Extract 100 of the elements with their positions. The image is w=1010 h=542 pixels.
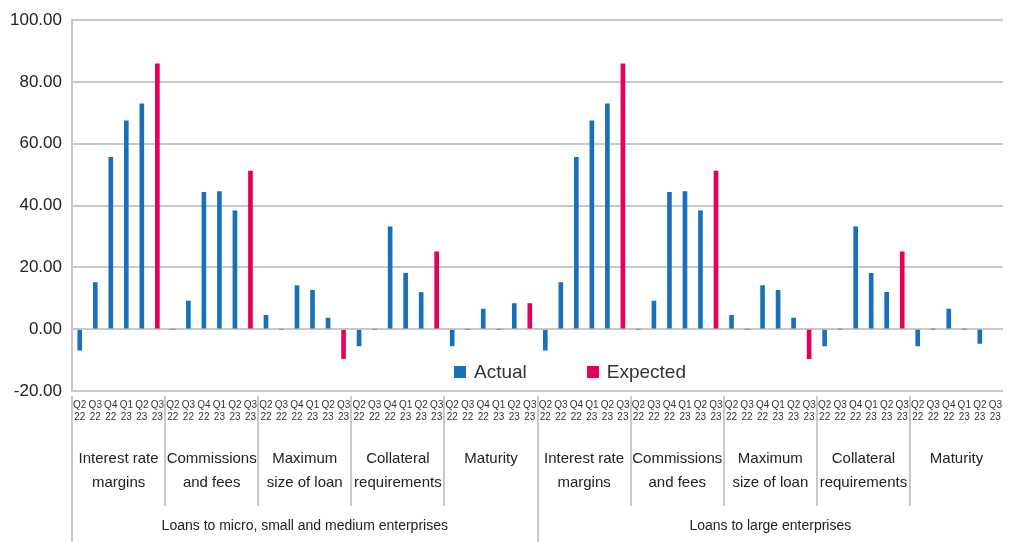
x-tick-label: Q2 23 — [228, 398, 243, 422]
x-tick-label: Q3 22 — [367, 398, 382, 422]
x-tick-label: Q2 22 — [911, 398, 925, 422]
y-tick-label: -20.00 — [13, 380, 62, 400]
x-tick-label: Q2 22 — [166, 398, 180, 422]
x-tick-label: Q2 23 — [880, 398, 894, 422]
bar — [108, 157, 114, 329]
bar — [698, 210, 703, 329]
bar — [605, 103, 610, 329]
x-tick-label: Q2 23 — [507, 398, 522, 422]
bar — [946, 308, 952, 329]
bar — [542, 329, 548, 351]
x-tick-label: Q2 22 — [538, 398, 553, 422]
bar — [868, 272, 874, 329]
x-tick-label: Q3 22 — [461, 398, 475, 422]
text: Maturity — [464, 448, 519, 466]
x-tick-label: Q1 23 — [957, 398, 972, 422]
bar — [248, 170, 253, 329]
text: Commissions and fees — [632, 448, 723, 490]
bar — [667, 191, 672, 329]
text: Maximum size of loan — [732, 448, 809, 490]
bar — [341, 329, 346, 359]
text: Collateral requirements — [354, 448, 442, 490]
x-tick-label: Q3 23 — [709, 398, 724, 422]
y-tick-label: 100.00 — [10, 9, 62, 29]
bar — [511, 303, 517, 329]
bar — [729, 314, 734, 329]
text: Loans to large enterprises — [689, 516, 852, 533]
x-tick-label: Q3 22 — [88, 398, 103, 422]
text: Interest rate margins — [544, 448, 625, 490]
x-tick-label: Q4 22 — [662, 398, 677, 422]
x-tick-label: Q3 23 — [430, 398, 444, 422]
bar — [977, 329, 983, 344]
x-tick-label: Q3 23 — [895, 398, 910, 422]
bar — [574, 157, 579, 329]
text: Loans to micro, small and medium enterprises — [161, 516, 448, 533]
x-tick-label: Q4 22 — [942, 398, 956, 422]
bar — [480, 308, 486, 329]
x-tick-label: Q4 22 — [290, 398, 305, 422]
x-tick-label: Q2 22 — [817, 398, 832, 422]
bar — [884, 292, 890, 329]
x-tick-label: Q2 23 — [693, 398, 708, 422]
x-tick-label: Q1 23 — [771, 398, 786, 422]
x-tick-label: Q1 23 — [864, 398, 879, 422]
bar — [449, 329, 455, 347]
bar — [155, 63, 160, 329]
x-tick-label: Q2 23 — [786, 398, 801, 422]
text: Maximum size of loan — [266, 448, 343, 490]
x-tick-label: Q3 23 — [802, 398, 817, 422]
x-tick-label: Q1 23 — [678, 398, 693, 422]
bar — [822, 329, 827, 347]
x-tick-label: Q3 23 — [243, 398, 258, 422]
bar — [915, 329, 921, 347]
x-tick-label: Q3 22 — [647, 398, 662, 422]
x-tick-label: Q3 22 — [274, 398, 289, 422]
x-tick-label: Q4 22 — [848, 398, 863, 422]
bar — [760, 285, 765, 329]
y-tick-label: 40.00 — [19, 195, 62, 215]
x-tick-label: Q1 23 — [585, 398, 599, 422]
text: Maturity — [929, 448, 984, 466]
x-tick-label: Q3 22 — [554, 398, 568, 422]
text: Interest rate margins — [78, 448, 159, 490]
x-tick-label: Q1 23 — [492, 398, 506, 422]
x-tick-label: Q1 23 — [212, 398, 227, 422]
bar — [434, 251, 440, 329]
legend-label: Expected — [606, 361, 687, 383]
bar — [217, 191, 222, 329]
x-tick-label: Q4 22 — [569, 398, 584, 422]
x-tick-label: Q4 22 — [383, 398, 398, 422]
x-tick-label: Q4 22 — [755, 398, 770, 422]
x-tick-label: Q3 22 — [926, 398, 941, 422]
x-tick-label: Q1 23 — [119, 398, 134, 422]
x-tick-label: Q3 22 — [181, 398, 196, 422]
text: Commissions and fees — [166, 448, 257, 490]
x-tick-label: Q2 22 — [259, 398, 274, 422]
bar — [403, 272, 408, 329]
bar — [123, 120, 129, 329]
bar — [310, 289, 315, 329]
x-tick-label: Q3 23 — [336, 398, 351, 422]
x-tick-label: Q2 23 — [973, 398, 987, 422]
x-tick-label: Q2 22 — [724, 398, 739, 422]
x-tick-label: Q3 23 — [988, 398, 1003, 422]
x-tick-label: Q2 23 — [321, 398, 336, 422]
bar — [186, 300, 191, 329]
legend-label: Actual — [473, 361, 527, 383]
bar — [92, 282, 98, 329]
x-tick-label: Q3 23 — [616, 398, 630, 422]
x-tick-label: Q3 22 — [833, 398, 848, 422]
x-tick-label: Q4 22 — [476, 398, 491, 422]
y-tick-label: 80.00 — [19, 71, 62, 91]
x-tick-label: Q2 23 — [600, 398, 615, 422]
x-tick-label: Q3 22 — [740, 398, 755, 422]
bar — [853, 226, 858, 329]
x-tick-label: Q1 23 — [398, 398, 413, 422]
x-tick-label: Q4 22 — [197, 398, 212, 422]
x-tick-label: Q4 22 — [104, 398, 118, 422]
x-tick-label: Q3 23 — [523, 398, 537, 422]
bar — [899, 251, 905, 329]
x-tick-label: Q2 22 — [631, 398, 646, 422]
bar — [527, 303, 533, 329]
